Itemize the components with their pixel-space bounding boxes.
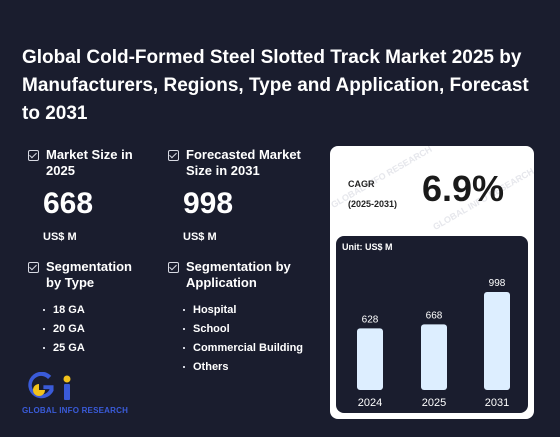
list-item: 18 GA (43, 301, 158, 320)
market-size-label: Market Size in 2025 (46, 147, 133, 178)
checkbox-icon (28, 150, 39, 161)
bar-value-label: 668 (426, 310, 443, 321)
cagr-label: CAGR (2025-2031) (348, 174, 397, 214)
x-tick-label: 2025 (422, 397, 446, 409)
cagr-label-line2: (2025-2031) (348, 199, 398, 209)
segmentation-type-block: Segmentation by Type 18 GA 20 GA 25 GA (28, 259, 158, 358)
forecast-size-unit: US$ M (183, 231, 217, 243)
bar-2024 (357, 328, 383, 390)
logo-mark-icon (28, 371, 71, 400)
market-size-value: 668 (43, 187, 94, 220)
forecast-size-value: 998 (183, 187, 234, 220)
company-logo: GLOBAL INFO RESEARCH (22, 371, 142, 418)
cagr-card: GLOBAL INFO RESEARCH GLOBAL INFO RESEARC… (330, 146, 534, 419)
bar-chart-panel: Unit: US$ M 628 2024 668 2025 998 2031 (336, 236, 528, 413)
logo-text: GLOBAL INFO RESEARCH (22, 406, 129, 415)
cagr-value: 6.9% (422, 168, 505, 209)
bar-value-label: 628 (362, 314, 379, 325)
forecast-size-block: Forecasted Market Size in 2031 998 US$ M (168, 147, 318, 243)
bar-value-label: 998 (489, 278, 506, 289)
market-size-unit: US$ M (43, 231, 77, 243)
segmentation-type-list: 18 GA 20 GA 25 GA (43, 301, 158, 358)
chart-unit-label: Unit: US$ M (342, 242, 393, 252)
list-item: School (183, 320, 318, 339)
bar-2025 (421, 324, 447, 390)
forecast-size-label: Forecasted Market Size in 2031 (186, 147, 301, 178)
x-tick-label: 2031 (485, 397, 509, 409)
list-item: 25 GA (43, 339, 158, 358)
checkbox-icon (168, 150, 179, 161)
segmentation-application-block: Segmentation by Application Hospital Sch… (168, 259, 318, 377)
list-item: Others (183, 358, 318, 377)
checkbox-icon (28, 262, 39, 273)
page-title: Global Cold-Formed Steel Slotted Track M… (22, 47, 529, 124)
x-tick-label: 2024 (358, 397, 382, 409)
cagr-label-line1: CAGR (348, 179, 375, 189)
segmentation-application-label: Segmentation by Application (186, 259, 291, 290)
list-item: Hospital (183, 301, 318, 320)
bar-chart: 628 2024 668 2025 998 2031 (357, 278, 510, 409)
checkbox-icon (168, 262, 179, 273)
market-size-block: Market Size in 2025 668 US$ M (28, 147, 158, 243)
segmentation-type-label: Segmentation by Type (46, 259, 132, 290)
list-item: 20 GA (43, 320, 158, 339)
list-item: Commercial Building (183, 339, 318, 358)
segmentation-application-list: Hospital School Commercial Building Othe… (183, 301, 318, 377)
bar-2031 (484, 292, 510, 390)
